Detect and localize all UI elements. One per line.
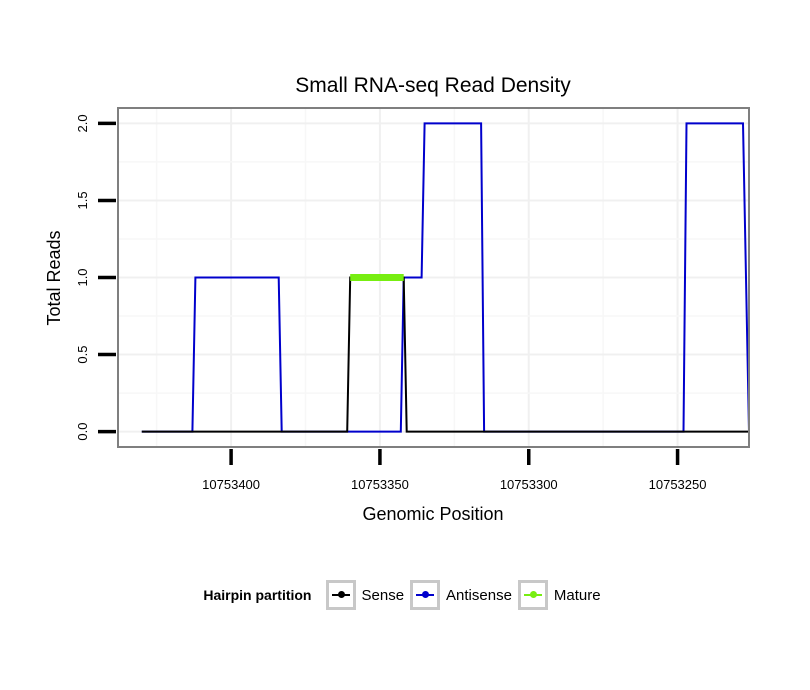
y-axis-label: Total Reads: [44, 230, 64, 325]
legend-label-antisense: Antisense: [446, 586, 512, 604]
x-tick-label: 10753400: [202, 477, 260, 492]
legend-key-mature: [517, 580, 548, 610]
x-tick-label: 10753250: [649, 477, 707, 492]
series-layer: [141, 122, 750, 433]
y-tick-label: 2.0: [75, 114, 90, 132]
legend: Hairpin partition Sense Antisense Mature: [0, 580, 810, 610]
legend-key-antisense: [410, 580, 441, 610]
x-tick-label: 10753350: [351, 477, 409, 492]
axes: 10753400 10753350 10753300 10753250 0.0 0.5 1.…: [75, 114, 706, 492]
panel-border: [117, 107, 750, 448]
y-tick-label: 1.5: [75, 191, 90, 209]
legend-label-mature: Mature: [553, 586, 601, 604]
legend-label-sense: Sense: [361, 586, 405, 604]
chart-title: Small RNA-seq Read Density: [295, 74, 571, 97]
y-tick-label: 0.5: [75, 346, 90, 364]
y-tick-label: 1.0: [75, 268, 90, 286]
y-tick-label: 0.0: [75, 423, 90, 441]
x-axis-label: Genomic Position: [362, 504, 503, 524]
series-line-antisense: [141, 122, 750, 433]
legend-title: Hairpin partition: [203, 587, 312, 603]
legend-key-sense: [325, 580, 356, 610]
legend-item-sense: Sense: [325, 580, 405, 610]
legend-item-antisense: Antisense: [410, 580, 512, 610]
legend-item-mature: Mature: [517, 580, 601, 610]
x-tick-label: 10753300: [500, 477, 558, 492]
